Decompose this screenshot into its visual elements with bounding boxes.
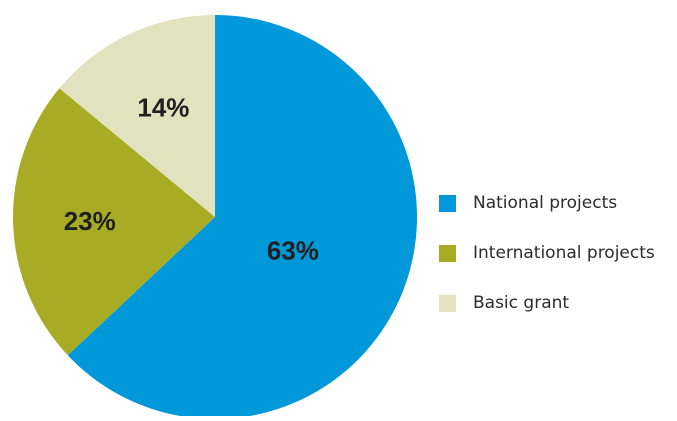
pie-slice-national-projects: [67, 15, 418, 419]
pie-label-international-projects: 23%: [64, 206, 116, 236]
chart-legend: National projects International projects…: [439, 178, 655, 328]
legend-swatch-national-projects: [439, 194, 456, 212]
pie-label-national-projects: 63%: [267, 236, 319, 266]
legend-item-basic-grant: Basic grant: [439, 278, 655, 328]
pie-label-basic-grant: 14%: [137, 92, 189, 122]
legend-label-basic-grant: Basic grant: [473, 293, 570, 313]
legend-item-national-projects: National projects: [439, 178, 655, 228]
legend-label-international-projects: International projects: [473, 243, 655, 263]
pie-slice-basic-grant: [59, 15, 215, 217]
legend-swatch-international-projects: [439, 244, 456, 262]
legend-item-international-projects: International projects: [439, 228, 655, 278]
legend-swatch-basic-grant: [439, 294, 456, 312]
pie-slice-international-projects: [13, 88, 216, 356]
legend-label-national-projects: National projects: [473, 193, 618, 213]
